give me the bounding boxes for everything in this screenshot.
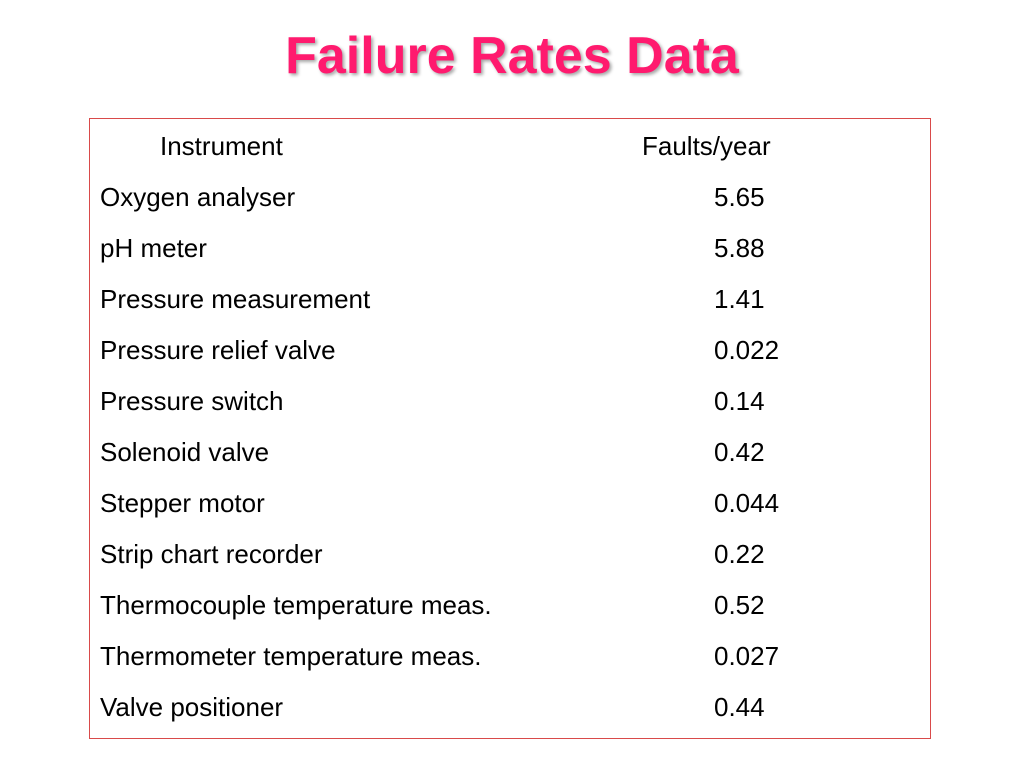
table-row: pH meter 5.88 [90, 223, 930, 274]
instrument-name: Oxygen analyser [100, 182, 296, 212]
table-row: Valve positioner 0.44 [90, 682, 930, 733]
table-header-row: Instrument Faults/year [90, 121, 930, 172]
faults-value: 0.42 [714, 437, 765, 467]
instrument-name: Thermometer temperature meas. [100, 641, 482, 671]
table-row: Thermocouple temperature meas. 0.52 [90, 580, 930, 631]
faults-value: 0.022 [714, 335, 780, 365]
faults-value: 0.044 [714, 488, 780, 518]
instrument-name: pH meter [100, 233, 207, 263]
faults-value: 5.65 [714, 182, 765, 212]
header-instrument: Instrument [160, 131, 283, 161]
instrument-name: Stepper motor [100, 488, 265, 518]
instrument-name: Pressure relief valve [100, 335, 336, 365]
faults-value: 0.44 [714, 692, 765, 722]
instrument-name: Thermocouple temperature meas. [100, 590, 492, 620]
table-row: Strip chart recorder 0.22 [90, 529, 930, 580]
table-row: Stepper motor 0.044 [90, 478, 930, 529]
instrument-name: Solenoid valve [100, 437, 270, 467]
instrument-name: Pressure switch [100, 386, 284, 416]
table-row: Pressure switch 0.14 [90, 376, 930, 427]
faults-value: 0.14 [714, 386, 765, 416]
faults-value: 5.88 [714, 233, 765, 263]
table-row: Pressure relief valve 0.022 [90, 325, 930, 376]
faults-value: 0.027 [714, 641, 780, 671]
faults-value: 0.22 [714, 539, 765, 569]
instrument-name: Pressure measurement [100, 284, 371, 314]
slide-title: Failure Rates Data [285, 27, 739, 85]
table-row: Pressure measurement 1.41 [90, 274, 930, 325]
instrument-name: Strip chart recorder [100, 539, 323, 569]
table-row: Thermometer temperature meas. 0.027 [90, 631, 930, 682]
faults-value: 1.41 [714, 284, 765, 314]
table-row: Oxygen analyser 5.65 [90, 172, 930, 223]
table-row: Solenoid valve 0.42 [90, 427, 930, 478]
faults-value: 0.52 [714, 590, 765, 620]
header-faults-per-year: Faults/year [642, 131, 771, 161]
failure-rates-table: Instrument Faults/year Oxygen analyser 5… [89, 118, 931, 739]
instrument-name: Valve positioner [100, 692, 284, 722]
